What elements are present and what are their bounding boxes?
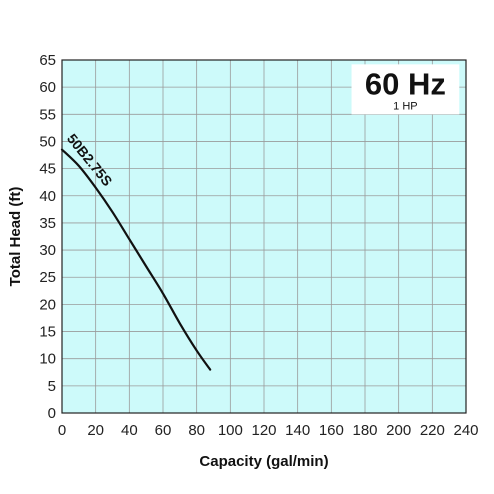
x-axis-title: Capacity (gal/min) [199,453,328,470]
y-tick-label: 10 [39,351,56,368]
y-tick-label: 0 [48,405,56,422]
y-tick-label: 25 [39,269,56,286]
series-line [60,148,212,371]
y-tick-label: 55 [39,106,56,123]
y-tick-label: 50 [39,133,56,150]
y-tick-labels: 0 5 10 15 20 25 30 35 40 45 50 55 60 65 [39,52,56,422]
x-tick-label: 240 [453,422,478,439]
power-label: 1 HP [393,100,417,112]
x-tick-label: 20 [87,422,104,439]
y-axis-title: Total Head (ft) [7,187,24,287]
frequency-badge: 60 Hz 1 HP [351,64,460,115]
x-tick-label: 160 [319,422,344,439]
y-tick-label: 40 [39,188,56,205]
x-tick-label: 80 [188,422,205,439]
frequency-label: 60 Hz [365,66,446,101]
plot-border [61,59,467,414]
y-tick-label: 45 [39,161,56,178]
y-tick-label: 65 [39,52,56,69]
y-tick-label: 60 [39,79,56,96]
x-tick-label: 0 [58,422,66,439]
x-tick-labels: 0 20 40 60 80 100 120 140 160 180 200 220 240 [58,422,479,439]
y-tick-label: 5 [48,378,56,395]
y-tick-label: 35 [39,215,56,232]
x-tick-label: 180 [352,422,377,439]
badge-background [351,64,460,115]
x-tick-label: 100 [218,422,243,439]
x-tick-label: 40 [121,422,138,439]
x-tick-label: 220 [420,422,445,439]
x-tick-label: 140 [285,422,310,439]
x-tick-label: 200 [386,422,411,439]
y-tick-label: 15 [39,324,56,341]
y-tick-label: 30 [39,242,56,259]
y-tick-label: 20 [39,296,56,313]
x-tick-label: 120 [251,422,276,439]
x-tick-label: 60 [155,422,172,439]
